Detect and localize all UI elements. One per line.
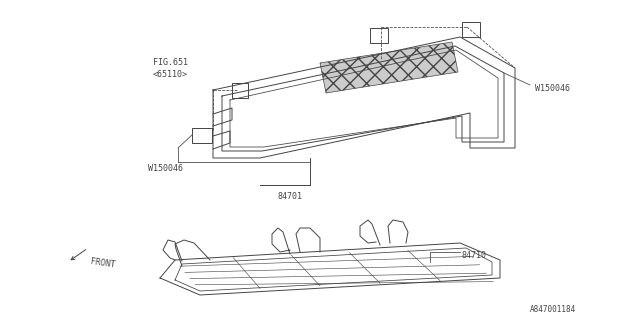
Text: 84701: 84701	[278, 191, 303, 201]
Text: W150046: W150046	[535, 84, 570, 92]
Text: A847001184: A847001184	[530, 306, 576, 315]
Polygon shape	[320, 42, 458, 93]
Text: W150046: W150046	[148, 164, 183, 172]
Text: FRONT: FRONT	[90, 257, 116, 269]
Text: <65110>: <65110>	[153, 69, 188, 78]
Text: 84710: 84710	[462, 252, 487, 260]
Text: FIG.651: FIG.651	[153, 58, 188, 67]
